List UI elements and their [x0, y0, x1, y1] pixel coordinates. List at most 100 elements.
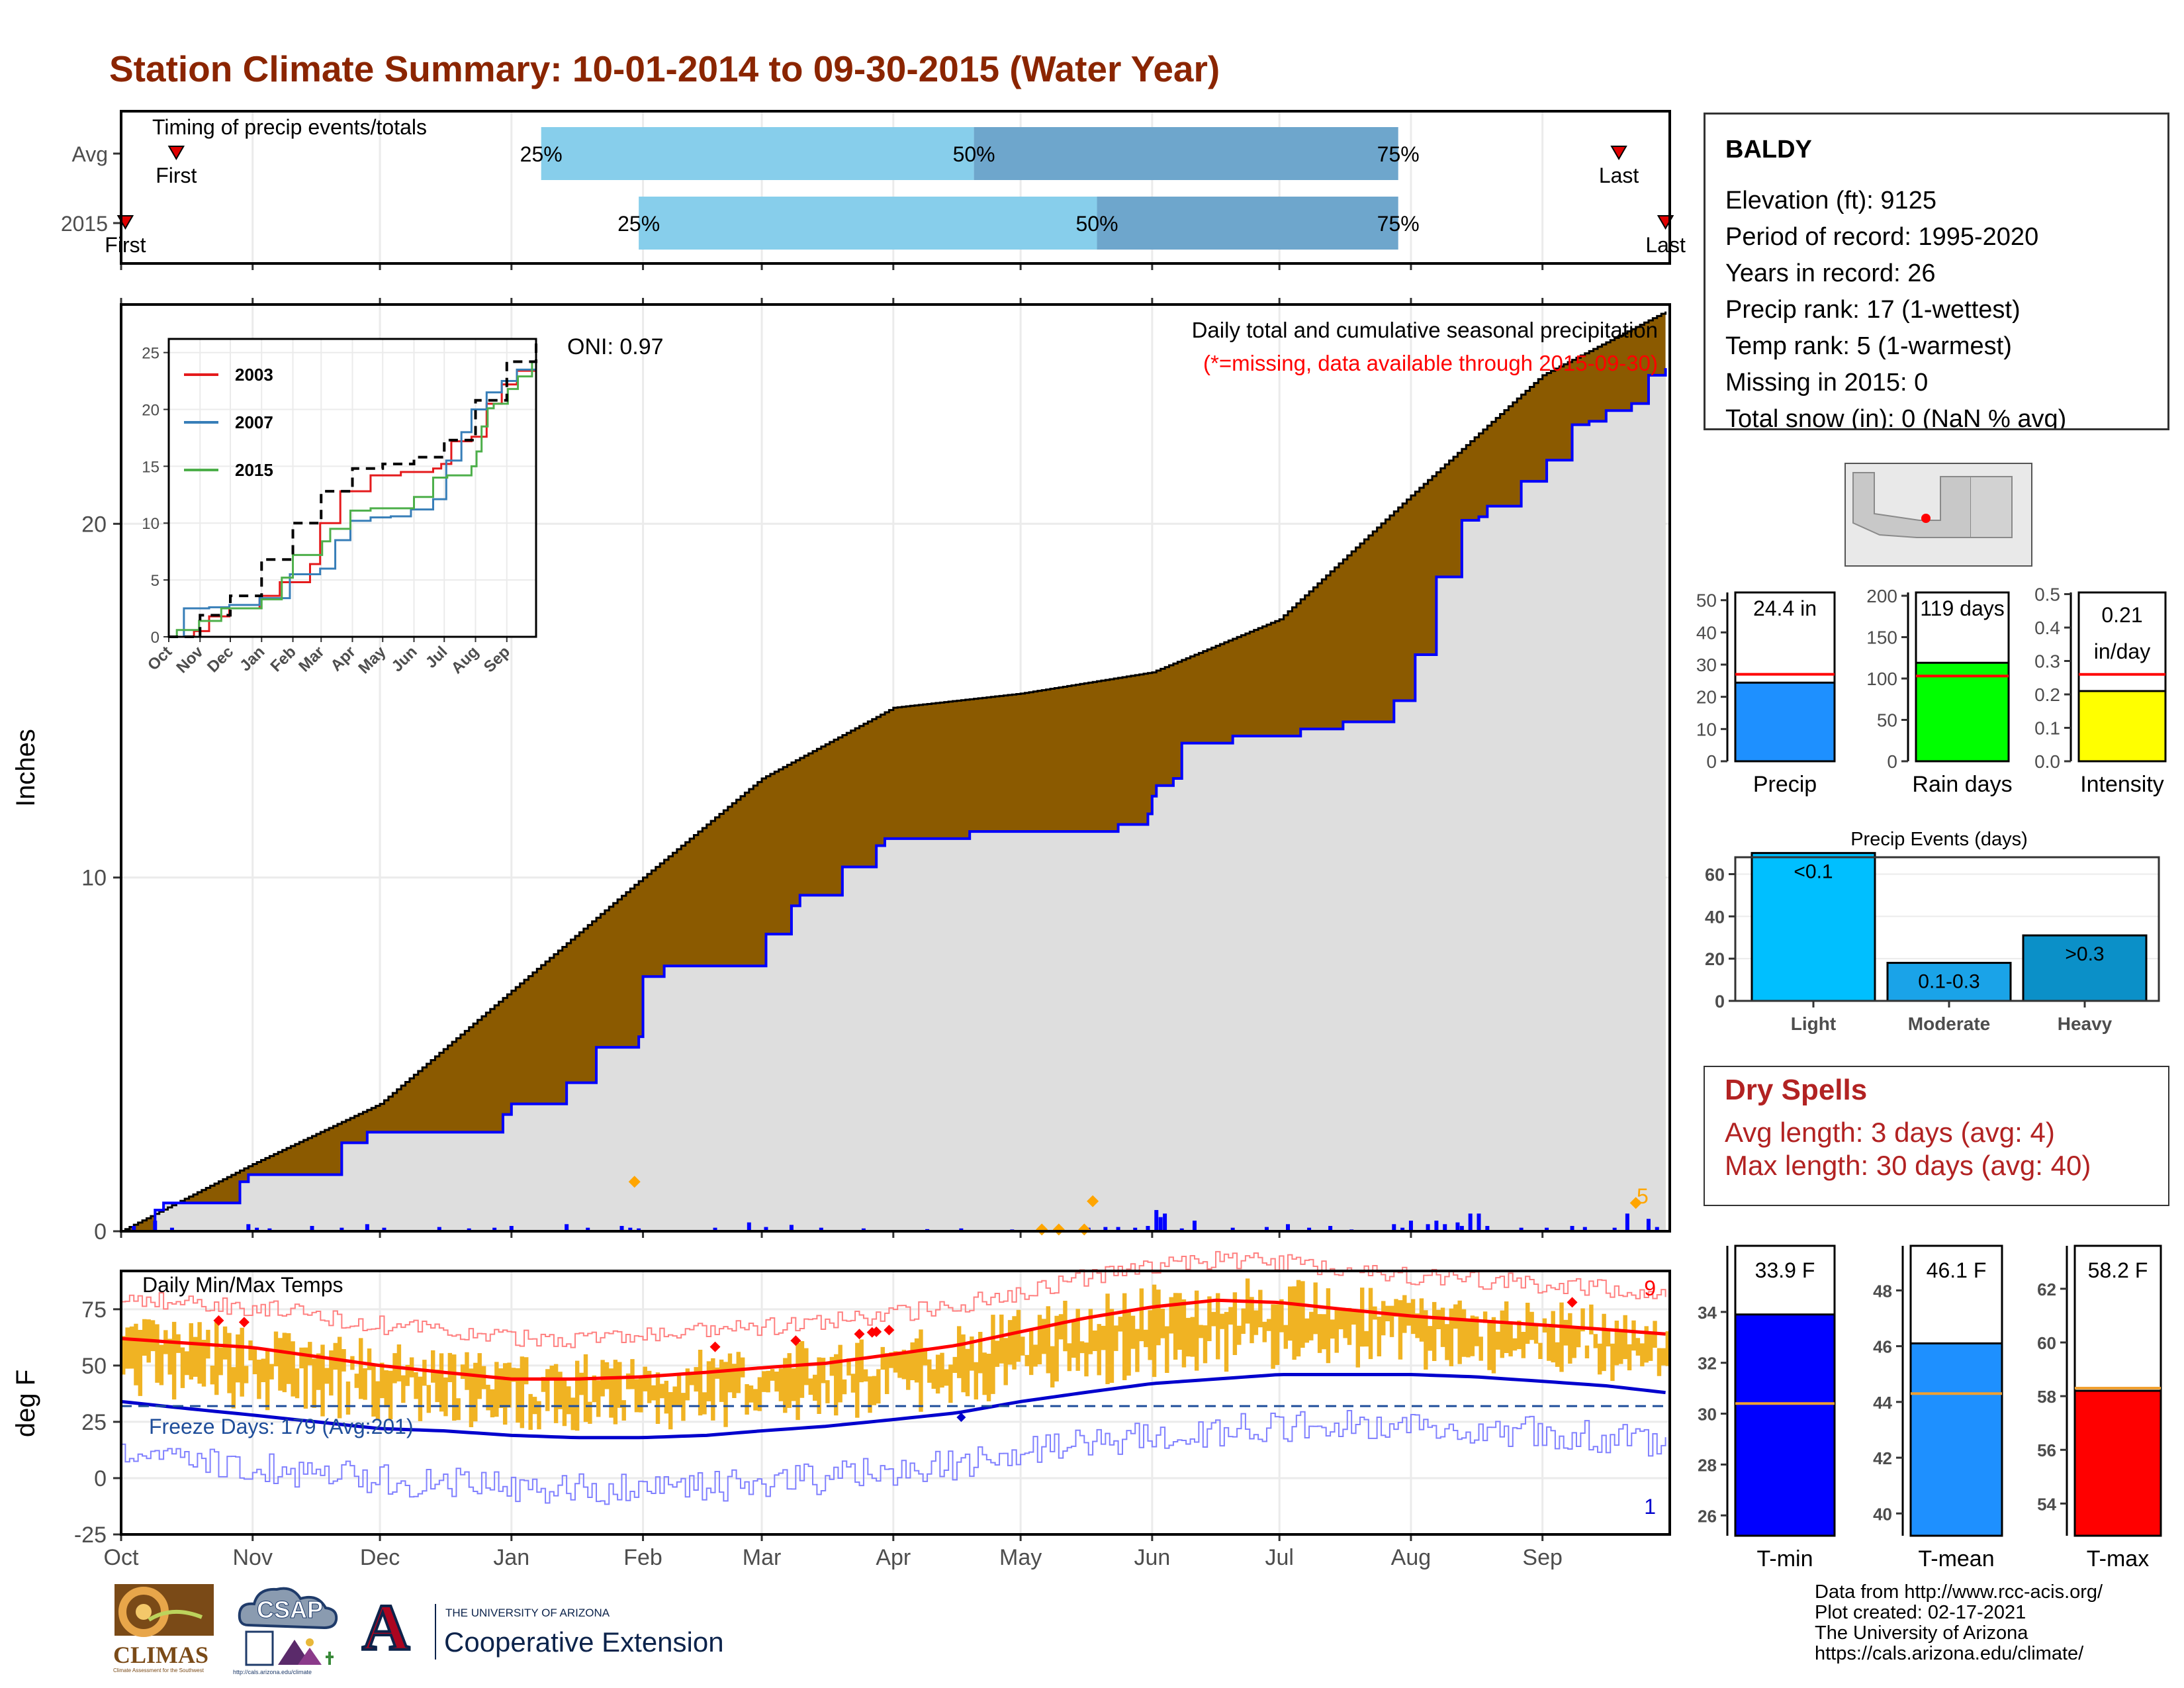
precip-daily-bar [509, 1225, 514, 1231]
inset-legend-label: 2015 [235, 460, 273, 480]
temps-record-low-marker [956, 1413, 966, 1423]
temp-bar-category-label: T-mean [1918, 1546, 1994, 1571]
precip-daily-bar [959, 1228, 964, 1231]
temps-record-low-count: 1 [1644, 1495, 1656, 1519]
precip-daily-bar [628, 1227, 633, 1231]
temp-bar-t-mean-tick-label: 48 [1873, 1281, 1892, 1301]
timing-last-label: Last [1645, 233, 1686, 257]
inset-legend-label: 2007 [235, 412, 273, 432]
events-title: Precip Events (days) [1850, 829, 2028, 850]
precip-daily-bar [1328, 1225, 1333, 1231]
csap-logo-text: CSAP [256, 1596, 324, 1624]
ua-logo-letter: A [361, 1591, 411, 1664]
temp-bar-t-max-tick-label: 58 [2037, 1387, 2056, 1407]
precip-daily-bar [1612, 1227, 1617, 1231]
timing-first-label: First [156, 164, 197, 187]
precip-extreme-marker [1629, 1197, 1642, 1209]
precip-daily-bar [619, 1225, 624, 1231]
timing-pct-label: 75% [1377, 142, 1420, 166]
footer-plot-created: Plot created: 02-17-2021 [1815, 1602, 2026, 1623]
precip-daily-bar [747, 1222, 751, 1231]
timing-pct-label: 50% [953, 142, 995, 166]
temp-bar-t-mean-tick-label: 42 [1873, 1448, 1892, 1468]
temp-bar-t-min-tick-label: 34 [1698, 1303, 1717, 1323]
month-tick-label: May [999, 1545, 1042, 1570]
timing-first-marker [167, 146, 185, 160]
dry-spells-avg: Avg length: 3 days (avg: 4) [1725, 1117, 2055, 1148]
month-tick-label: Sep [1522, 1545, 1563, 1570]
precip-daily-bar [1485, 1225, 1490, 1231]
precip-daily-bar [565, 1224, 569, 1231]
mini-bar-rain-days-tick-label: 50 [1877, 710, 1897, 731]
precip-daily-bar [1426, 1224, 1430, 1231]
station-precip-rank: Precip rank: 17 (1-wettest) [1725, 296, 2021, 324]
temp-bar-t-max: 54 56 58 60 62 58.2 F T-max [2037, 1244, 2162, 1571]
precip-daily-bar [492, 1227, 497, 1231]
mini-bar-intensity-tick-label: 0.1 [2034, 718, 2060, 739]
precip-y-axis-label: Inches [11, 729, 40, 807]
precip-daily-bar [1646, 1219, 1651, 1231]
mini-bar-intensity-tick-label: 0.0 [2034, 751, 2060, 772]
precip-daily-bar [153, 1220, 158, 1231]
temp-bar-t-mean-tick-label: 40 [1873, 1504, 1892, 1524]
temps-record-high-marker [709, 1341, 721, 1352]
mini-bar-intensity: 0.0 0.1 0.2 0.3 0.4 0.5 0.21 in/day Intensity [2034, 585, 2167, 797]
temps-record-high-line [121, 1250, 1666, 1348]
timing-pct-label: 75% [1377, 212, 1420, 236]
timing-frame [120, 110, 1671, 265]
inset-y-tick-label: 15 [142, 458, 159, 476]
inset-frame [167, 338, 537, 638]
csap-logo-mark [238, 1587, 338, 1666]
timing-bar-q3 [974, 127, 1398, 180]
precip-daily-bar [1408, 1220, 1413, 1231]
temp-bar-category-label: T-min [1757, 1546, 1813, 1571]
mini-bar-precip-tick-label: 40 [1696, 622, 1717, 643]
precip-daily-bar [1519, 1227, 1524, 1231]
footer-credits: Data from http://www.rcc-acis.org/ Plot … [1815, 1582, 2103, 1664]
events-bar-label: 0.1-0.3 [1918, 971, 1979, 993]
precip-daily-bar [1264, 1227, 1269, 1231]
dry-spells-title: Dry Spells [1725, 1074, 1868, 1106]
temps-record-low-line [121, 1410, 1666, 1505]
temps-record-high-marker [213, 1315, 224, 1326]
precip-daily-bar [365, 1224, 369, 1231]
events-tick-label: 20 [1705, 949, 1725, 969]
temps-record-high-marker [1567, 1297, 1578, 1308]
month-tick-label: Mar [743, 1545, 782, 1570]
events-category-label: Moderate [1908, 1013, 1990, 1034]
precip-daily-bar [1570, 1225, 1574, 1231]
locator-map [1844, 463, 2032, 567]
mini-bar-precip: 0 10 20 30 40 50 24.4 in Precip [1696, 590, 1836, 797]
events-category-label: Light [1791, 1013, 1836, 1034]
footer-university: The University of Arizona [1815, 1622, 2028, 1644]
month-tick-label: Jun [1134, 1545, 1170, 1570]
precip-daily-bar [246, 1224, 251, 1231]
timing-last-label: Last [1599, 164, 1639, 187]
timing-bar-q2 [639, 197, 1097, 250]
timing-bar-q3 [1097, 197, 1398, 250]
inset-y-tick-label: 20 [142, 401, 159, 419]
precip-daily-bar [1392, 1224, 1396, 1231]
temp-bar-t-max-tick-label: 54 [2037, 1494, 2056, 1514]
precip-daily-bar [1477, 1213, 1481, 1231]
mini-bar-value [2077, 690, 2167, 763]
precip-daily-bar [713, 1227, 717, 1231]
precip-daily-bar [637, 1228, 641, 1231]
temps-y-tick-label: 25 [81, 1410, 107, 1435]
mini-bar-precip-tick-label: 30 [1696, 655, 1717, 675]
precip-obs-area [121, 368, 1666, 1231]
mini-bar-precip-tick-label: 10 [1696, 719, 1717, 739]
timing-panel-label: Timing of precip events/totals [152, 115, 427, 139]
temps-record-high-count: 9 [1644, 1276, 1656, 1300]
temp-bar-t-mean-tick-label: 44 [1873, 1393, 1892, 1413]
timing-pct-label: 25% [617, 212, 660, 236]
timing-first-label: First [105, 233, 146, 257]
precip-daily-bar [437, 1227, 441, 1231]
inset-series-2015 [169, 359, 537, 638]
temp-bar-value-label: 33.9 F [1755, 1258, 1815, 1282]
temps-panel: Oct Nov Dec Jan Feb Mar Apr May Jun Jul Aug Sep -25 0… [11, 1250, 1671, 1570]
station-period: Period of record: 1995-2020 [1725, 223, 2039, 251]
precip-daily-bar [1154, 1209, 1159, 1231]
